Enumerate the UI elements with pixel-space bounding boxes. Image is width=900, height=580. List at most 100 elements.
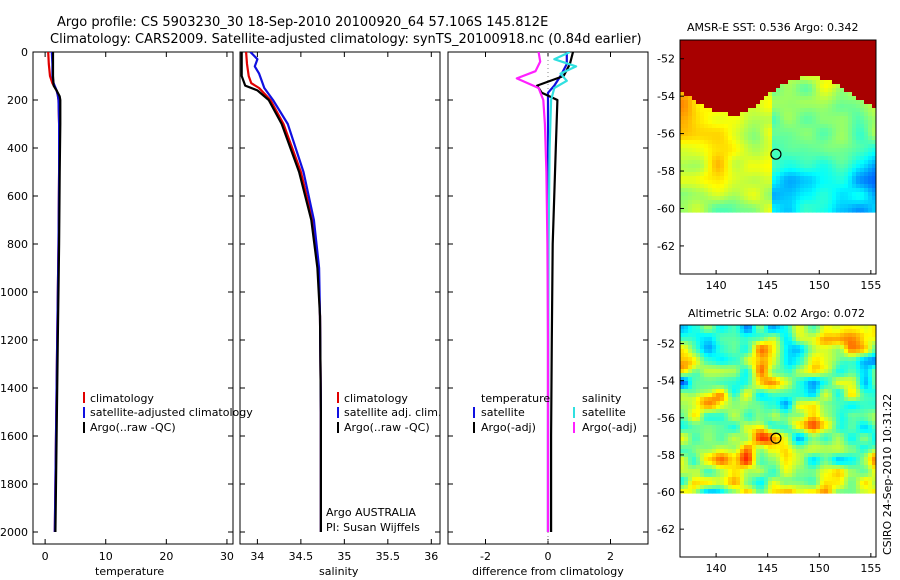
heat-cell	[736, 204, 741, 209]
heat-cell	[684, 164, 689, 169]
heat-cell	[820, 64, 825, 69]
heat-cell	[760, 485, 765, 490]
heat-cell	[840, 465, 845, 470]
heat-cell	[828, 196, 833, 201]
heat-cell	[844, 417, 849, 422]
heat-cell	[700, 345, 705, 350]
heat-cell	[784, 441, 789, 446]
heat-cell	[816, 80, 821, 85]
heat-cell	[828, 397, 833, 402]
heat-cell	[752, 132, 757, 137]
heat-cell	[784, 409, 789, 414]
heat-cell	[744, 477, 749, 482]
heat-cell	[764, 44, 769, 49]
heat-cell	[680, 152, 685, 157]
heat-cell	[780, 373, 785, 378]
heat-cell	[728, 437, 733, 442]
heat-cell	[832, 325, 837, 330]
heat-cell	[696, 192, 701, 197]
heat-cell	[804, 437, 809, 442]
heat-cell	[756, 96, 761, 101]
heat-cell	[732, 337, 737, 342]
heat-cell	[848, 477, 853, 482]
heat-cell	[824, 148, 829, 153]
heat-cell	[828, 441, 833, 446]
heat-cell	[792, 80, 797, 85]
heat-cell	[852, 329, 857, 334]
heat-cell	[820, 76, 825, 81]
heat-cell	[868, 92, 873, 97]
heat-cell	[812, 76, 817, 81]
heat-cell	[868, 88, 873, 93]
heat-cell	[792, 473, 797, 478]
heat-cell	[860, 449, 865, 454]
heat-cell	[868, 373, 873, 378]
heat-cell	[708, 341, 713, 346]
heat-cell	[752, 369, 757, 374]
heat-cell	[820, 192, 825, 197]
heat-cell	[712, 132, 717, 137]
heat-cell	[688, 489, 693, 494]
heat-cell	[820, 200, 825, 205]
heat-cell	[784, 52, 789, 57]
heat-cell	[764, 397, 769, 402]
heat-cell	[724, 341, 729, 346]
heat-cell	[864, 40, 869, 45]
heat-cell	[820, 369, 825, 374]
heat-cell	[736, 373, 741, 378]
heat-cell	[864, 353, 869, 358]
heat-cell	[700, 84, 705, 89]
heat-cell	[708, 92, 713, 97]
heat-cell	[796, 56, 801, 61]
heat-cell	[852, 441, 857, 446]
heat-cell	[680, 357, 685, 362]
heat-cell	[700, 409, 705, 414]
heat-cell	[748, 433, 753, 438]
heat-cell	[828, 481, 833, 486]
heat-cell	[832, 96, 837, 101]
heat-cell	[828, 405, 833, 410]
heat-cell	[752, 433, 757, 438]
heat-cell	[824, 449, 829, 454]
heat-cell	[764, 441, 769, 446]
heat-cell	[872, 56, 876, 61]
heat-cell	[776, 144, 781, 149]
heat-cell	[732, 124, 737, 129]
heat-cell	[852, 489, 857, 494]
heat-cell	[864, 60, 869, 65]
heat-cell	[844, 184, 849, 189]
heat-cell	[824, 481, 829, 486]
heat-cell	[712, 56, 717, 61]
heat-cell	[704, 176, 709, 181]
heat-cell	[872, 164, 876, 169]
heat-cell	[776, 164, 781, 169]
heat-cell	[812, 425, 817, 430]
heat-cell	[792, 429, 797, 434]
heat-cell	[700, 160, 705, 165]
heat-cell	[748, 405, 753, 410]
heat-cell	[800, 172, 805, 177]
heat-cell	[828, 160, 833, 165]
heat-cell	[796, 196, 801, 201]
heat-cell	[768, 176, 773, 181]
heat-cell	[680, 172, 685, 177]
heat-cell	[704, 148, 709, 153]
salinity-axes-box	[239, 51, 441, 545]
heat-cell	[840, 469, 845, 474]
heat-cell	[828, 136, 833, 141]
heat-cell	[716, 445, 721, 450]
heat-cell	[772, 72, 777, 77]
heat-cell	[720, 377, 725, 382]
heat-cell	[868, 116, 873, 121]
heat-cell	[808, 84, 813, 89]
heat-cell	[800, 112, 805, 117]
heat-cell	[744, 401, 749, 406]
heat-cell	[724, 389, 729, 394]
heat-cell	[720, 349, 725, 354]
heat-cell	[704, 385, 709, 390]
heat-cell	[748, 385, 753, 390]
heat-cell	[804, 481, 809, 486]
heat-cell	[680, 144, 685, 149]
heat-cell	[776, 337, 781, 342]
heat-cell	[760, 72, 765, 77]
